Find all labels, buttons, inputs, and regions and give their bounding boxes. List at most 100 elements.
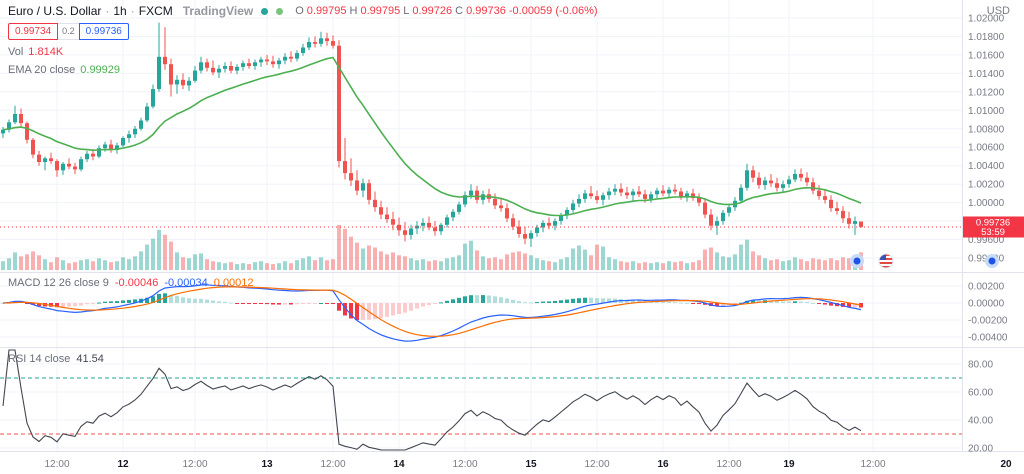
macd-histogram-bar (181, 297, 185, 303)
volume-bar (799, 259, 803, 270)
volume-bar (427, 261, 431, 270)
event-marker-dot[interactable] (985, 254, 999, 268)
candle-body (253, 62, 257, 66)
volume-bar (775, 259, 779, 270)
volume-bar (481, 256, 485, 270)
volume-bar (415, 260, 419, 270)
volume-bar (553, 262, 557, 270)
flag-canton (879, 254, 886, 260)
candle-body (685, 193, 689, 198)
volume-bar (277, 263, 281, 270)
macd-histogram-bar (475, 295, 479, 303)
symbol-title[interactable]: Euro / U.S. Dollar (8, 4, 102, 18)
ema-legend: EMA 20 close 0.99929 (8, 64, 598, 76)
volume-bar (817, 259, 821, 270)
volume-bar (307, 256, 311, 270)
volume-bar (763, 258, 767, 270)
candle-body (283, 56, 287, 61)
candle-body (79, 159, 83, 170)
macd-histogram-value: -0.00046 (114, 277, 159, 289)
candle-body (211, 67, 215, 73)
volume-bar (295, 260, 299, 270)
candle-body (133, 128, 137, 135)
macd-line-value: -0.00034 (164, 277, 208, 289)
volume-bar (355, 242, 359, 270)
volume-bar (541, 260, 545, 270)
event-dot-inner-icon (853, 257, 861, 265)
macd-histogram-bar (661, 302, 665, 303)
volume-bar (301, 258, 305, 270)
candle-body (379, 207, 383, 215)
sell-button[interactable]: 0.99734 (8, 23, 59, 40)
macd-axis-label: -0.00400 (968, 333, 1008, 344)
time-axis[interactable]: 12:00 12 12:00 13 12:00 14 12:00 15 12:00 16 12:00… (44, 459, 1012, 470)
price-axis-label: 1.00800 (968, 124, 1005, 135)
macd-histogram-bar (343, 303, 347, 316)
macd-histogram-bar (247, 303, 251, 304)
volume-bar (271, 264, 275, 270)
event-marker-us-flag[interactable] (878, 253, 894, 269)
macd-histogram-bar (349, 303, 353, 319)
candle-body (757, 177, 761, 186)
legend-separator: · (105, 4, 110, 18)
candle-body (853, 221, 857, 224)
macd-histogram-bar (829, 303, 833, 306)
buy-button[interactable]: 0.99736 (78, 23, 129, 40)
candle-body (169, 64, 173, 85)
macd-histogram-bar (799, 301, 803, 303)
event-marker-dot[interactable] (850, 254, 864, 268)
macd-histogram-bar (373, 303, 377, 320)
macd-label: MACD 12 26 close 9 (8, 277, 109, 289)
macd-histogram-bar (127, 299, 131, 303)
macd-histogram-bar (565, 299, 569, 303)
tradingview-attribution[interactable]: TradingView (182, 4, 254, 18)
price-scale-currency[interactable]: USD (986, 5, 1010, 17)
time-axis-label: 12:00 (860, 459, 885, 470)
candle-body (337, 45, 341, 162)
price-axis-label: 0.99600 (968, 235, 1005, 246)
candle-body (193, 70, 197, 81)
macd-histogram-bar (667, 302, 671, 303)
macd-histogram-bar (259, 303, 263, 304)
volume-bar (241, 263, 245, 270)
macd-histogram-bar (529, 302, 533, 304)
volume-value: 1.814K (28, 46, 64, 58)
candle-body (67, 163, 71, 167)
candle-body (475, 190, 479, 200)
candle-body (631, 191, 635, 196)
volume-bar (793, 257, 797, 270)
time-axis-label: 20 (1000, 459, 1012, 470)
macd-histogram-bar (505, 298, 509, 303)
volume-bar (847, 258, 851, 270)
volume-bar (469, 240, 473, 270)
volume-bar (61, 260, 65, 270)
macd-histogram-bar (385, 303, 389, 317)
candle-body (235, 66, 239, 71)
candle-body (307, 42, 311, 48)
macd-axis-label: 0.00000 (968, 299, 1005, 310)
volume-bar (703, 249, 707, 270)
candle-body (661, 190, 665, 194)
symbol-legend-row: Euro / U.S. Dollar · 1h · FXCM TradingVi… (8, 4, 598, 18)
candle-body (529, 233, 533, 239)
low-value: 0.99726 (412, 5, 453, 17)
volume-bar (787, 260, 791, 270)
candle-body (139, 120, 143, 129)
volume-bar (187, 258, 191, 270)
candle-body (175, 79, 179, 85)
volume-bar (139, 251, 143, 270)
price-axis-label: 1.00400 (968, 161, 1005, 172)
candle-body (319, 38, 323, 44)
interval-label[interactable]: 1h (113, 4, 127, 18)
macd-histogram-bar (775, 301, 779, 303)
candle-body (445, 217, 449, 225)
volume-bar (727, 257, 731, 270)
candle-body (439, 224, 443, 232)
candle-body (313, 42, 317, 44)
candle-body (247, 63, 251, 66)
ema-line (2, 56, 862, 217)
candle-body (523, 234, 527, 239)
high-value: 0.99795 (360, 5, 401, 17)
macd-histogram-bar (817, 303, 821, 304)
